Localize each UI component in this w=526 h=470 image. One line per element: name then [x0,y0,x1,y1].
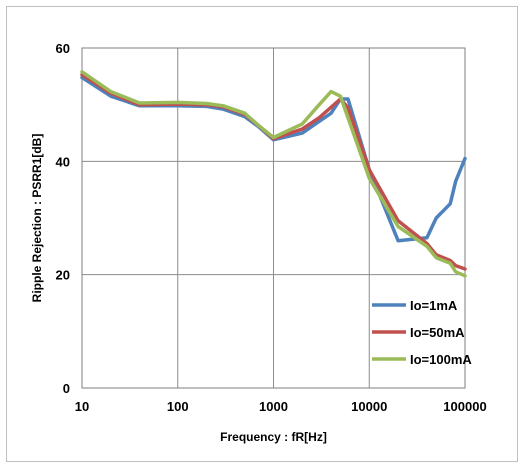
x-tick-label: 10000 [351,399,387,414]
legend: Io=1mA Io=50mA Io=100mA [372,298,472,367]
legend-label-1: Io=1mA [410,298,458,313]
series-layer [80,70,467,278]
tick-labels: 10 100 1000 10000 100000 0 20 40 60 [56,41,487,414]
legend-label-3: Io=100mA [410,352,472,367]
x-tick-label: 10 [75,399,89,414]
y-axis-title: Ripple Rejection : PSRR1[dB] [30,134,44,303]
x-tick-label: 100000 [443,399,486,414]
grid-lines [81,47,466,389]
y-tick-label: 40 [56,154,70,169]
y-tick-label: 0 [63,381,70,396]
x-axis-title: Frequency : fR[Hz] [220,430,327,444]
plot-area [81,47,466,389]
y-tick-label: 20 [56,268,70,283]
legend-label-2: Io=50mA [410,325,465,340]
series-line-3 [80,70,467,278]
x-tick-label: 100 [167,399,189,414]
x-tick-label: 1000 [259,399,288,414]
y-tick-label: 60 [56,41,70,56]
